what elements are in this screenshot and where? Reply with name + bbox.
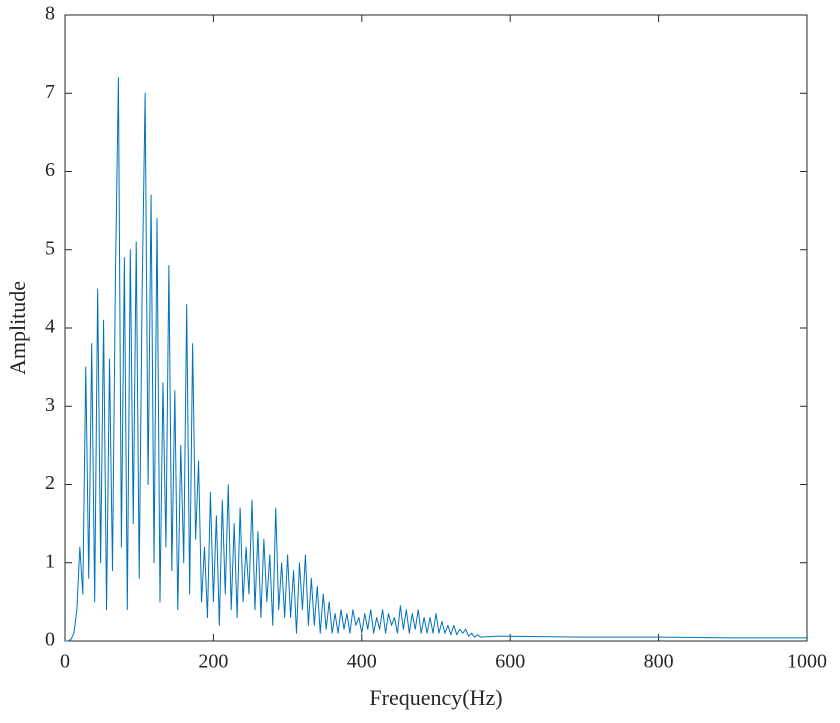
x-tick-label: 200 xyxy=(198,651,228,673)
y-tick-label: 6 xyxy=(45,159,55,181)
x-tick-label: 600 xyxy=(495,651,525,673)
y-tick-label: 8 xyxy=(45,3,55,25)
y-axis-label: Amplitude xyxy=(5,281,30,375)
y-tick-label: 5 xyxy=(45,237,55,259)
x-tick-label: 0 xyxy=(60,651,70,673)
y-tick-label: 0 xyxy=(45,629,55,651)
data-line xyxy=(65,77,807,642)
y-tick-label: 2 xyxy=(45,472,55,494)
y-tick-label: 3 xyxy=(45,394,55,416)
x-tick-label: 800 xyxy=(644,651,674,673)
y-tick-label: 4 xyxy=(45,316,55,338)
x-axis-label: Frequency(Hz) xyxy=(369,685,502,710)
x-tick-label: 1000 xyxy=(787,651,827,673)
plot-box xyxy=(64,14,808,642)
y-tick-label: 1 xyxy=(45,550,55,572)
x-tick-label: 400 xyxy=(347,651,377,673)
y-tick-label: 7 xyxy=(45,81,55,103)
